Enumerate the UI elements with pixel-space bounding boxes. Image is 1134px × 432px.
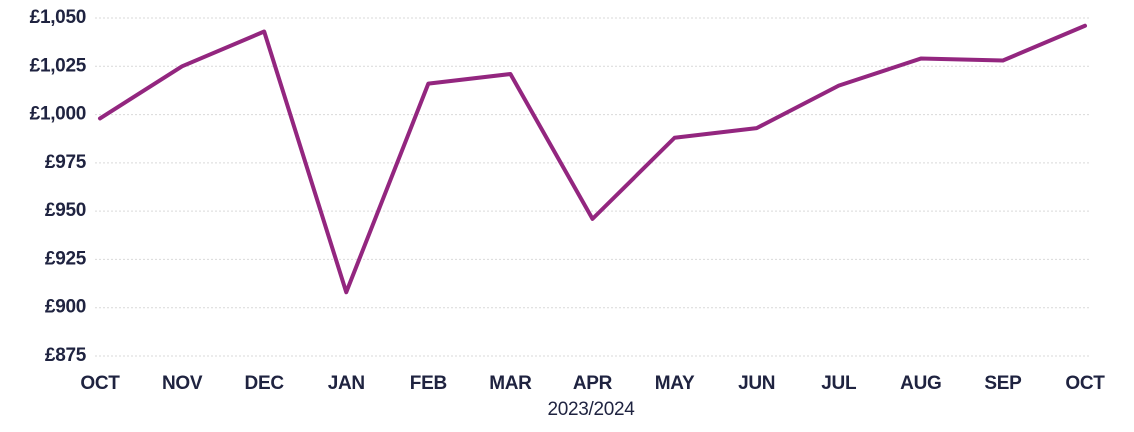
y-tick-label: £975 xyxy=(45,152,87,173)
x-tick-label: DEC xyxy=(245,373,285,394)
x-axis-title: 2023/2024 xyxy=(547,399,635,420)
x-tick-label: FEB xyxy=(410,373,447,394)
x-tick-label: SEP xyxy=(984,373,1022,394)
y-tick-label: £1,000 xyxy=(30,104,86,125)
x-tick-label: OCT xyxy=(1065,373,1105,394)
x-tick-label: MAY xyxy=(655,373,695,394)
y-tick-label: £1,050 xyxy=(30,7,86,28)
y-tick-label: £900 xyxy=(45,297,86,318)
y-tick-label: £875 xyxy=(45,345,87,366)
x-tick-label: OCT xyxy=(80,373,120,394)
x-tick-label: JAN xyxy=(328,373,365,394)
x-tick-label: AUG xyxy=(900,373,941,394)
y-tick-label: £1,025 xyxy=(30,55,87,76)
y-tick-label: £950 xyxy=(45,200,86,221)
x-tick-label: NOV xyxy=(162,373,203,394)
y-tick-label: £925 xyxy=(45,248,87,269)
data-line xyxy=(98,23,1087,295)
x-tick-label: APR xyxy=(573,373,613,394)
x-tick-label: JUL xyxy=(821,373,857,394)
x-tick-label: JUN xyxy=(738,373,775,394)
x-tick-label: MAR xyxy=(489,373,532,394)
